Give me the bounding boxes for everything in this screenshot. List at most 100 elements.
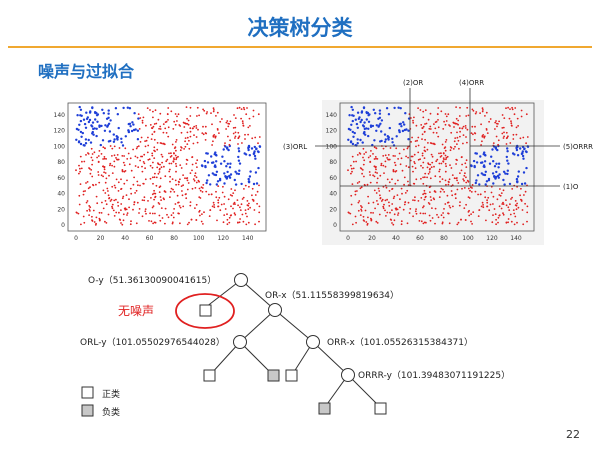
positive-point	[431, 155, 434, 158]
positive-point	[363, 183, 366, 186]
positive-point	[389, 211, 391, 214]
positive-point	[171, 143, 174, 146]
positive-point	[151, 176, 154, 179]
negative-point	[109, 139, 112, 143]
positive-point	[420, 197, 423, 199]
negative-point	[349, 128, 352, 131]
positive-point	[513, 223, 516, 226]
positive-point	[184, 177, 186, 180]
positive-point	[149, 109, 151, 111]
negative-point	[99, 143, 103, 147]
leaf-positive	[199, 304, 212, 317]
positive-point	[247, 133, 250, 136]
positive-point	[384, 165, 387, 168]
negative-point	[80, 135, 83, 138]
positive-point	[519, 137, 522, 140]
negative-point	[84, 138, 88, 141]
positive-point	[214, 136, 217, 139]
positive-point	[125, 208, 128, 211]
negative-point	[228, 166, 232, 169]
positive-point	[102, 175, 104, 178]
positive-point	[430, 142, 433, 145]
positive-point	[372, 153, 374, 155]
positive-point	[91, 215, 93, 218]
positive-point	[416, 139, 418, 142]
positive-point	[384, 154, 387, 157]
positive-point	[105, 203, 108, 206]
split-label-or: (2)OR	[403, 79, 423, 87]
negative-point	[359, 120, 362, 124]
positive-point	[449, 164, 451, 167]
positive-point	[417, 200, 420, 202]
positive-point	[113, 199, 116, 202]
positive-point	[497, 123, 499, 125]
positive-point	[98, 211, 101, 214]
positive-point	[193, 125, 196, 128]
positive-point	[423, 221, 426, 224]
positive-point	[419, 109, 422, 111]
positive-point	[368, 171, 371, 173]
positive-point	[126, 212, 129, 215]
positive-point	[511, 106, 513, 109]
positive-point	[382, 147, 385, 150]
negative-point	[224, 175, 227, 179]
positive-point	[151, 212, 154, 215]
positive-point	[240, 108, 243, 110]
positive-point	[424, 172, 427, 175]
positive-point	[177, 183, 180, 186]
positive-point	[441, 221, 444, 224]
positive-point	[397, 212, 400, 215]
negative-point	[353, 131, 356, 135]
positive-point	[125, 194, 128, 197]
positive-point	[430, 199, 433, 202]
negative-point	[374, 112, 377, 115]
positive-point	[103, 168, 106, 171]
negative-point	[347, 138, 350, 141]
positive-point	[96, 156, 98, 159]
positive-point	[133, 201, 136, 203]
positive-point	[438, 170, 441, 173]
negative-point	[95, 114, 99, 117]
positive-point	[116, 158, 119, 161]
positive-point	[122, 213, 125, 216]
positive-point	[104, 181, 107, 184]
positive-point	[392, 197, 395, 200]
positive-point	[506, 136, 509, 139]
positive-point	[399, 163, 402, 166]
positive-point	[189, 201, 192, 204]
positive-point	[201, 132, 204, 135]
positive-point	[232, 192, 235, 195]
positive-point	[426, 176, 428, 179]
positive-point	[523, 194, 525, 196]
positive-point	[196, 106, 199, 109]
positive-point	[159, 163, 161, 166]
positive-point	[93, 221, 96, 223]
positive-point	[136, 156, 139, 159]
positive-point	[502, 189, 505, 192]
positive-point	[350, 203, 353, 206]
positive-point	[135, 189, 138, 192]
positive-point	[497, 143, 499, 146]
negative-point	[107, 116, 110, 120]
positive-point	[464, 127, 467, 129]
positive-point	[223, 203, 226, 205]
negative-point	[378, 109, 382, 112]
negative-point	[226, 162, 229, 165]
positive-point	[383, 203, 385, 206]
positive-point	[468, 197, 471, 199]
positive-point	[510, 220, 513, 223]
split-label-orrr: (5)ORRR	[563, 143, 593, 151]
negative-point	[252, 182, 256, 186]
positive-point	[237, 143, 239, 145]
negative-point	[367, 114, 370, 117]
positive-point	[111, 207, 114, 210]
positive-point	[367, 156, 370, 159]
positive-point	[515, 208, 518, 211]
positive-point	[107, 190, 109, 192]
negative-point	[483, 173, 487, 177]
positive-point	[438, 162, 441, 165]
positive-point	[491, 221, 494, 224]
positive-point	[236, 107, 239, 110]
positive-point	[456, 159, 458, 162]
negative-point	[101, 139, 105, 142]
